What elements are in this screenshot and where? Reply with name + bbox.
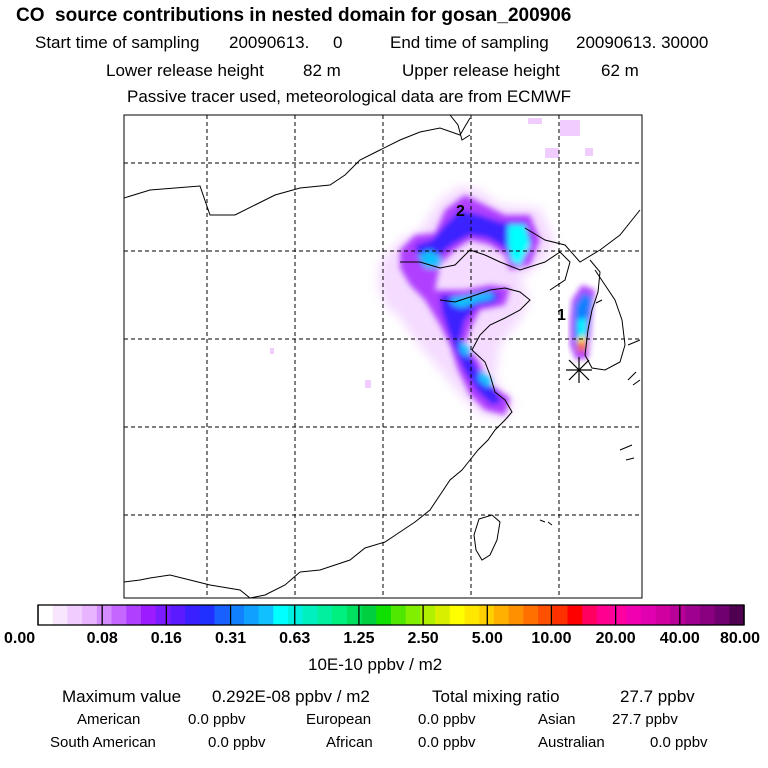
colorbar-bin bbox=[552, 605, 569, 625]
colorbar-bin bbox=[685, 605, 701, 625]
colorbar-bin bbox=[523, 605, 539, 625]
colorbar-tick-label: 10.00 bbox=[531, 630, 572, 647]
colorbar-bin bbox=[714, 605, 730, 625]
american-label: American bbox=[77, 711, 141, 728]
colorbar-tick-label: 0.63 bbox=[279, 630, 311, 647]
colorbar-tick-label: 0.31 bbox=[214, 630, 247, 647]
source-label-2: 2 bbox=[456, 203, 465, 220]
australian-label: Australian bbox=[538, 734, 605, 751]
colorbar-tick-label: 0.08 bbox=[86, 630, 118, 647]
total-mixing-value: 27.7 ppbv bbox=[620, 687, 695, 706]
colorbar-bin bbox=[641, 605, 657, 625]
colorbar-bin bbox=[493, 605, 510, 625]
european-label: European bbox=[306, 711, 372, 728]
source-label-1: 1 bbox=[557, 307, 566, 324]
colorbar-bin bbox=[699, 605, 716, 625]
max-value-label: Maximum value bbox=[62, 687, 182, 706]
colorbar-bin bbox=[126, 605, 142, 625]
tracer-note: Passive tracer used, meteorological data… bbox=[127, 87, 572, 106]
end-time-label: End time of sampling bbox=[390, 33, 549, 52]
colorbar-bin bbox=[38, 605, 54, 625]
asterisk-icon bbox=[566, 357, 592, 383]
colorbar-bin bbox=[391, 605, 407, 625]
colorbar-bin bbox=[229, 605, 245, 625]
upper-height-label: Upper release height bbox=[402, 61, 560, 80]
european-value: 0.0 ppbv bbox=[418, 711, 476, 728]
asian-value: 27.7 ppbv bbox=[612, 711, 678, 728]
colorbar-bin bbox=[185, 605, 201, 625]
lower-height-value: 82 m bbox=[303, 61, 341, 80]
american-value: 0.0 ppbv bbox=[188, 711, 246, 728]
lower-height-label: Lower release height bbox=[106, 61, 264, 80]
colorbar-bin bbox=[96, 605, 113, 625]
colorbar-tick-label: 0.16 bbox=[150, 630, 182, 647]
upper-height-value: 62 m bbox=[601, 61, 639, 80]
colorbar-bin bbox=[508, 605, 524, 625]
colorbar-bin bbox=[611, 605, 627, 625]
map-area bbox=[124, 115, 641, 598]
colorbar-bin bbox=[67, 605, 83, 625]
colorbar-bin bbox=[258, 605, 274, 625]
colorbar-tick-label: 40.00 bbox=[659, 630, 700, 647]
colorbar-bin bbox=[464, 605, 480, 625]
colorbar-bin bbox=[538, 605, 554, 625]
coastlines bbox=[124, 115, 641, 598]
colorbar-bin bbox=[111, 605, 127, 625]
colorbar-bin bbox=[170, 605, 186, 625]
total-mixing-label: Total mixing ratio bbox=[432, 687, 560, 706]
colorbar-units: 10E-10 ppbv / m2 bbox=[308, 655, 443, 674]
colorbar-bin bbox=[596, 605, 613, 625]
colorbar-bin bbox=[670, 605, 686, 625]
australian-value: 0.0 ppbv bbox=[650, 734, 708, 751]
colorbar-frame bbox=[37, 604, 745, 626]
map-frame bbox=[123, 114, 643, 599]
map-gridlines bbox=[124, 115, 642, 598]
colorbar-bin bbox=[155, 605, 171, 625]
max-value: 0.292E-08 ppbv / m2 bbox=[212, 687, 370, 706]
colorbar-bin bbox=[420, 605, 436, 625]
colorbar-bin bbox=[288, 605, 304, 625]
colorbar-tick-label: 1.25 bbox=[343, 630, 375, 647]
colorbar-bin bbox=[655, 605, 672, 625]
colorbar-bin bbox=[729, 605, 745, 625]
colorbar-bin bbox=[361, 605, 377, 625]
colorbar-bin bbox=[273, 605, 289, 625]
colorbar-bin bbox=[214, 605, 230, 625]
colorbar-bin bbox=[199, 605, 216, 625]
start-time-label: Start time of sampling bbox=[35, 33, 200, 52]
colorbar-bin bbox=[52, 605, 69, 625]
colorbar-bin bbox=[449, 605, 466, 625]
colorbar-bin bbox=[435, 605, 451, 625]
colorbar-tick-label: 20.00 bbox=[595, 630, 636, 647]
colorbar-bin bbox=[582, 605, 598, 625]
colorbar-tick-label: 80.00 bbox=[719, 630, 760, 647]
colorbar-bin bbox=[405, 605, 422, 625]
southamerican-label: South American bbox=[50, 734, 156, 751]
colorbar-bin bbox=[302, 605, 319, 625]
colorbar-bin bbox=[346, 605, 363, 625]
colorbar-tick-label: 2.50 bbox=[407, 630, 439, 647]
colorbar-bin bbox=[243, 605, 260, 625]
plume-korea bbox=[570, 285, 595, 360]
colorbar-bin bbox=[626, 605, 642, 625]
end-time-value: 20090613. 30000 bbox=[576, 33, 709, 52]
colorbar-tick-label: 5.00 bbox=[471, 630, 503, 647]
african-label: African bbox=[326, 734, 373, 751]
colorbar-bin bbox=[317, 605, 333, 625]
african-value: 0.0 ppbv bbox=[418, 734, 476, 751]
colorbar-bin bbox=[332, 605, 348, 625]
colorbar-bin bbox=[82, 605, 98, 625]
colorbar bbox=[37, 604, 745, 626]
chart-title: CO source contributions in nested domain… bbox=[16, 5, 572, 26]
plume-bohai bbox=[270, 118, 593, 420]
colorbar-bin bbox=[376, 605, 392, 625]
colorbar-bin bbox=[567, 605, 583, 625]
start-time-value: 20090613. 0 bbox=[229, 33, 343, 52]
colorbar-bin bbox=[140, 605, 157, 625]
southamerican-value: 0.0 ppbv bbox=[208, 734, 266, 751]
asian-label: Asian bbox=[538, 711, 576, 728]
colorbar-tick-label: 0.00 bbox=[4, 630, 36, 647]
